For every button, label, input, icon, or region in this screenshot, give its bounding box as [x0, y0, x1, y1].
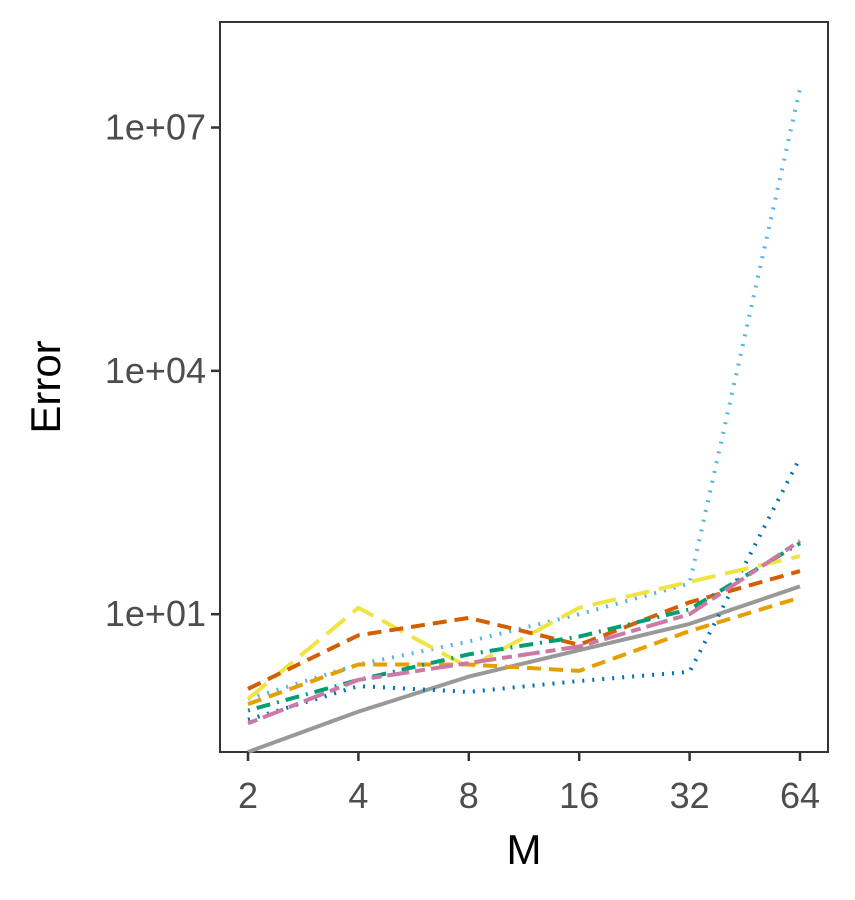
x-tick-label: 2: [238, 775, 258, 816]
x-axis-title: M: [507, 826, 542, 873]
series-line-7: [247, 541, 802, 713]
series-line-1: [247, 584, 801, 754]
x-tick-label: 32: [670, 775, 710, 816]
series-line-3: [247, 456, 802, 722]
x-tick-label: 4: [348, 775, 368, 816]
series-line-6: [247, 595, 801, 706]
series-line-2: [247, 88, 802, 701]
series-line-5: [247, 569, 801, 691]
y-axis: 1e+01 1e+04 1e+07: [105, 107, 220, 634]
y-tick-label: 1e+01: [105, 593, 206, 634]
x-axis: 2 4 8 16 32 64: [238, 752, 820, 816]
y-tick-label: 1e+07: [105, 107, 206, 148]
plot-panel: [219, 21, 829, 753]
series-line-4: [246, 554, 801, 701]
x-tick-label: 16: [559, 775, 599, 816]
series-layer: [246, 88, 802, 754]
x-tick-label: 64: [780, 775, 820, 816]
x-tick-label: 8: [459, 775, 479, 816]
series-line-8: [247, 539, 802, 726]
y-axis-title: Error: [22, 340, 69, 433]
y-tick-label: 1e+04: [105, 350, 206, 391]
